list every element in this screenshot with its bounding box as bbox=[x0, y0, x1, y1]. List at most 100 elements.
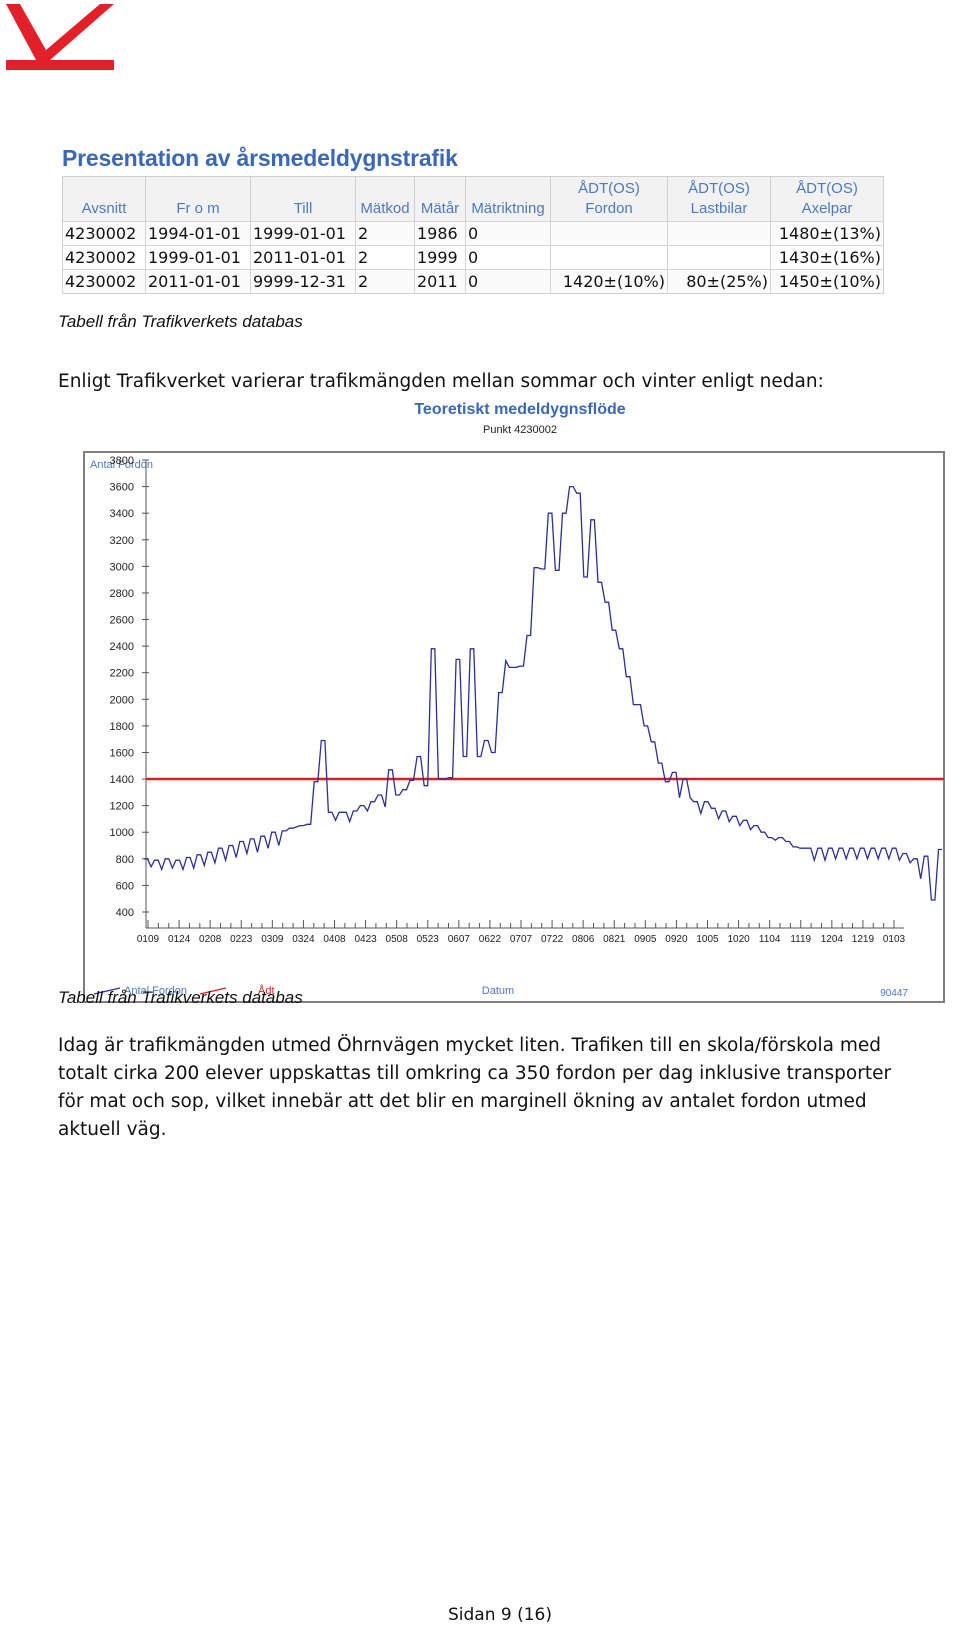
y-tick-label: 600 bbox=[116, 880, 134, 892]
cell-matkod: 2 bbox=[355, 245, 415, 270]
x-tick-label: 0103 bbox=[883, 934, 906, 945]
cell-matar: 2011 bbox=[414, 269, 466, 294]
y-tick-label: 2600 bbox=[110, 615, 134, 627]
x-axis-label: Datum bbox=[482, 985, 514, 997]
cell-matriktning: 0 bbox=[465, 269, 551, 294]
cell-matriktning: 0 bbox=[465, 245, 551, 270]
y-tick-label: 3800 bbox=[110, 455, 134, 467]
x-tick-label: 1204 bbox=[821, 934, 844, 945]
x-tick-label: 0920 bbox=[665, 934, 688, 945]
y-tick-label: 2000 bbox=[110, 694, 134, 706]
x-tick-label: 1219 bbox=[852, 934, 875, 945]
body-line: totalt cirka 200 elever uppskattas till … bbox=[58, 1063, 892, 1084]
cell-till: 1999-01-01 bbox=[250, 221, 356, 246]
cell-adt-fordon bbox=[550, 221, 668, 246]
cell-from: 2011-01-01 bbox=[145, 269, 251, 294]
table-row: 4230002 1999-01-01 2011-01-01 2 1999 0 1… bbox=[62, 245, 884, 270]
cell-matar: 1986 bbox=[414, 221, 466, 246]
y-tick-label: 2800 bbox=[110, 588, 134, 600]
y-tick-label: 800 bbox=[116, 854, 134, 866]
chart-svg: Teoretiskt medeldygnsflöde Punkt 4230002… bbox=[83, 401, 945, 1003]
y-tick-label: 3400 bbox=[110, 508, 134, 520]
x-tick-label: 1005 bbox=[696, 934, 719, 945]
cell-adt-fordon: 1420±(10%) bbox=[550, 269, 668, 294]
cell-till: 2011-01-01 bbox=[250, 245, 356, 270]
x-tick-label: 0905 bbox=[634, 934, 657, 945]
col-matar: Mätår bbox=[414, 176, 466, 222]
col-adt-axelpar: ÅDT(OS) Axelpar bbox=[770, 176, 884, 222]
cell-avsnitt: 4230002 bbox=[62, 221, 146, 246]
x-tick-label: 0124 bbox=[168, 934, 191, 945]
y-axis-label: Antal Fordon bbox=[90, 459, 153, 471]
y-tick-label: 1600 bbox=[110, 747, 134, 759]
intro-text: Enligt Trafikverket varierar trafikmängd… bbox=[58, 371, 824, 392]
table-header-row: Avsnitt Fr o m Till Mätkod Mätår Mätrikt… bbox=[62, 176, 884, 222]
table-title: Presentation av årsmedeldygnstrafik bbox=[62, 145, 458, 171]
table-row: 4230002 1994-01-01 1999-01-01 2 1986 0 1… bbox=[62, 221, 884, 246]
table-row: 4230002 2011-01-01 9999-12-31 2 2011 0 1… bbox=[62, 269, 884, 294]
y-tick-label: 400 bbox=[116, 907, 134, 919]
y-tick-label: 2200 bbox=[110, 668, 134, 680]
x-tick-label: 0408 bbox=[323, 934, 346, 945]
x-axis: 0109 0124 0208 0223 0309 0324 0408 0423 0508 0523… bbox=[137, 920, 906, 945]
x-tick-label: 0622 bbox=[479, 934, 502, 945]
x-tick-label: 0208 bbox=[199, 934, 222, 945]
cell-adt-axelpar: 1430±(16%) bbox=[770, 245, 884, 270]
cell-adt-lastbilar bbox=[667, 245, 771, 270]
x-tick-label: 0223 bbox=[230, 934, 253, 945]
col-matkod: Mätkod bbox=[355, 176, 415, 222]
cell-matar: 1999 bbox=[414, 245, 466, 270]
x-tick-label: 0109 bbox=[137, 934, 160, 945]
corner-label: 90447 bbox=[880, 988, 908, 999]
cell-matkod: 2 bbox=[355, 221, 415, 246]
cell-adt-lastbilar bbox=[667, 221, 771, 246]
logo-mark bbox=[6, 4, 114, 70]
x-tick-label: 0707 bbox=[510, 934, 533, 945]
x-tick-label: 0508 bbox=[386, 934, 409, 945]
x-tick-label: 0821 bbox=[603, 934, 626, 945]
chart-frame bbox=[83, 451, 945, 1003]
x-tick-label: 1104 bbox=[759, 934, 781, 945]
chart-title: Teoretiskt medeldygnsflöde bbox=[414, 401, 625, 418]
x-tick-label: 0309 bbox=[261, 934, 284, 945]
cell-adt-lastbilar: 80±(25%) bbox=[667, 269, 771, 294]
page-number: Sidan 9 (16) bbox=[447, 1605, 553, 1625]
y-tick-label: 1200 bbox=[110, 801, 134, 813]
x-tick-label: 0523 bbox=[417, 934, 440, 945]
col-adt-fordon: ÅDT(OS) Fordon bbox=[550, 176, 668, 222]
y-tick-label: 2400 bbox=[110, 641, 134, 653]
chart-caption: Tabell från Trafikverkets databas bbox=[58, 988, 303, 1007]
col-adt-lastbilar: ÅDT(OS) Lastbilar bbox=[667, 176, 771, 222]
cell-adt-axelpar: 1450±(10%) bbox=[770, 269, 884, 294]
y-tick-label: 1400 bbox=[110, 774, 134, 786]
chart-subtitle: Punkt 4230002 bbox=[483, 424, 557, 436]
y-tick-label: 1000 bbox=[110, 827, 134, 839]
legend-swatch-fordon bbox=[93, 987, 121, 995]
body-line: för mat och sop, vilket innebär att det … bbox=[58, 1091, 867, 1112]
traffic-table-block: Presentation av årsmedeldygnstrafik Avsn… bbox=[62, 140, 884, 294]
col-avsnitt: Avsnitt bbox=[62, 176, 146, 222]
y-tick-label: 3600 bbox=[110, 482, 134, 494]
col-matriktning: Mätriktning bbox=[465, 176, 551, 222]
series-antal-fordon bbox=[144, 485, 942, 901]
y-tick-label: 1800 bbox=[110, 721, 134, 733]
cell-avsnitt: 4230002 bbox=[62, 269, 146, 294]
legend-swatch-adt bbox=[199, 987, 227, 995]
x-tick-label: 0722 bbox=[541, 934, 564, 945]
x-tick-label: 1020 bbox=[727, 934, 750, 945]
y-tick-label: 3200 bbox=[110, 535, 134, 547]
cell-till: 9999-12-31 bbox=[250, 269, 356, 294]
cell-adt-axelpar: 1480±(13%) bbox=[770, 221, 884, 246]
body-line: aktuell väg. bbox=[58, 1119, 167, 1140]
x-tick-label: 0423 bbox=[354, 934, 377, 945]
col-till: Till bbox=[250, 176, 356, 222]
x-tick-label: 1119 bbox=[790, 934, 811, 945]
table-caption: Tabell från Trafikverkets databas bbox=[58, 312, 303, 331]
cell-matriktning: 0 bbox=[465, 221, 551, 246]
company-logo bbox=[6, 4, 114, 70]
x-tick-label: 0324 bbox=[292, 934, 315, 945]
body-line: Idag är trafikmängden utmed Öhrnvägen my… bbox=[58, 1035, 881, 1056]
legend-adt: Ådt bbox=[258, 984, 275, 997]
cell-avsnitt: 4230002 bbox=[62, 245, 146, 270]
cell-matkod: 2 bbox=[355, 269, 415, 294]
